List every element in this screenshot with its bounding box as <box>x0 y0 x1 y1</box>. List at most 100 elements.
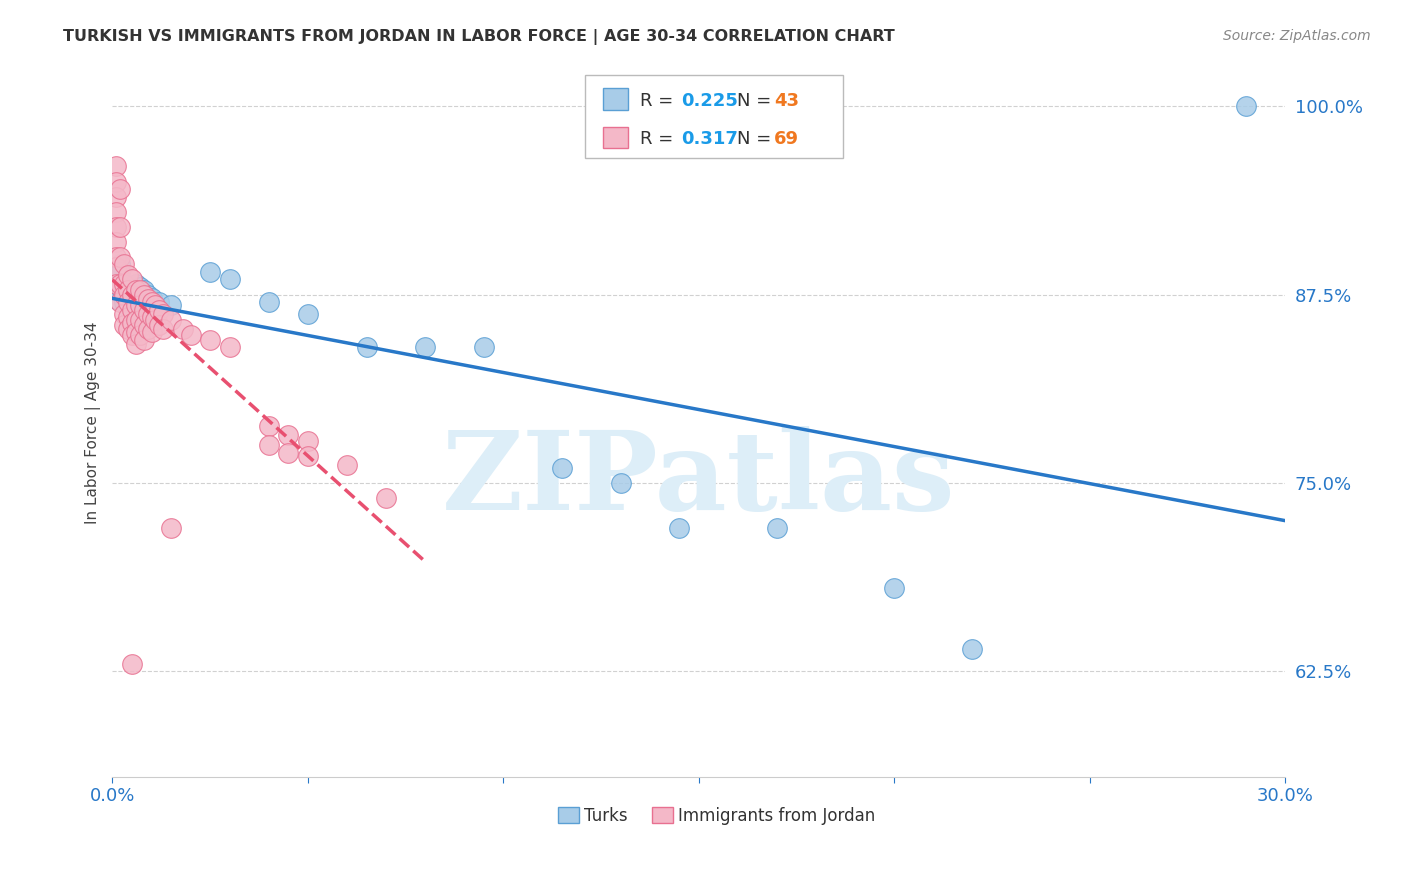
Point <box>121 292 143 306</box>
Point <box>148 295 170 310</box>
FancyBboxPatch shape <box>585 75 844 159</box>
Point <box>128 283 150 297</box>
Point <box>121 657 143 671</box>
Point <box>105 283 128 297</box>
Point <box>132 302 155 317</box>
Point <box>112 287 135 301</box>
Point <box>110 265 132 279</box>
Point <box>110 250 132 264</box>
Point <box>148 318 170 332</box>
Point <box>110 295 132 310</box>
Point <box>413 340 436 354</box>
Text: TURKISH VS IMMIGRANTS FROM JORDAN IN LABOR FORCE | AGE 30-34 CORRELATION CHART: TURKISH VS IMMIGRANTS FROM JORDAN IN LAB… <box>63 29 896 45</box>
Point <box>472 340 495 354</box>
Point <box>112 285 135 299</box>
Point <box>132 307 155 321</box>
Point <box>128 302 150 317</box>
Point <box>297 449 319 463</box>
Point <box>125 337 148 351</box>
Point <box>128 328 150 343</box>
Text: Immigrants from Jordan: Immigrants from Jordan <box>678 806 875 824</box>
Point <box>128 313 150 327</box>
FancyBboxPatch shape <box>652 807 673 822</box>
Point <box>112 295 135 310</box>
Point <box>136 298 159 312</box>
Point <box>356 340 378 354</box>
Point <box>125 313 148 327</box>
Point <box>117 301 139 315</box>
Point <box>609 475 631 490</box>
Point <box>105 235 128 249</box>
Point <box>112 257 135 271</box>
FancyBboxPatch shape <box>603 88 628 110</box>
Point <box>117 310 139 325</box>
Point <box>110 277 132 291</box>
Point <box>277 427 299 442</box>
Point <box>125 277 148 291</box>
Text: N =: N = <box>738 92 778 110</box>
Point <box>883 582 905 596</box>
Point <box>145 298 167 312</box>
Point <box>136 322 159 336</box>
Point <box>121 307 143 321</box>
Point <box>125 287 148 301</box>
Point <box>962 641 984 656</box>
Point <box>136 292 159 306</box>
Point <box>105 277 128 291</box>
Point <box>117 287 139 301</box>
Point <box>132 295 155 310</box>
Point <box>132 283 155 297</box>
Point <box>125 298 148 312</box>
Point <box>128 280 150 294</box>
Point <box>105 160 128 174</box>
Point <box>121 298 143 312</box>
Point <box>218 272 240 286</box>
Point <box>141 291 163 305</box>
Point <box>336 458 359 472</box>
Point <box>551 460 574 475</box>
Point <box>218 340 240 354</box>
Point <box>112 318 135 332</box>
Point <box>121 302 143 317</box>
Point <box>112 291 135 305</box>
Text: Source: ZipAtlas.com: Source: ZipAtlas.com <box>1223 29 1371 43</box>
Point <box>141 310 163 325</box>
Point <box>110 219 132 234</box>
Point <box>148 302 170 317</box>
Point <box>198 265 221 279</box>
Point <box>105 250 128 264</box>
Point <box>766 521 789 535</box>
Point <box>125 283 148 297</box>
Point <box>121 328 143 343</box>
Point <box>121 316 143 330</box>
Text: N =: N = <box>738 130 778 148</box>
Point <box>141 325 163 339</box>
Point <box>257 418 280 433</box>
Point <box>105 260 128 275</box>
Point <box>145 313 167 327</box>
Point <box>198 333 221 347</box>
Point <box>110 280 132 294</box>
Point <box>128 298 150 312</box>
Point <box>117 283 139 297</box>
Point <box>117 295 139 310</box>
Text: R =: R = <box>640 92 679 110</box>
Point <box>668 521 690 535</box>
Point <box>105 189 128 203</box>
Point <box>128 292 150 306</box>
Point <box>132 287 155 301</box>
Point <box>125 298 148 312</box>
Point <box>117 295 139 310</box>
Point <box>297 434 319 448</box>
Point <box>105 175 128 189</box>
Point <box>160 313 183 327</box>
Point <box>172 322 194 336</box>
Point <box>132 333 155 347</box>
Point <box>117 322 139 336</box>
Point <box>160 298 183 312</box>
FancyBboxPatch shape <box>603 127 628 148</box>
Point <box>152 307 174 321</box>
Text: 0.317: 0.317 <box>681 130 738 148</box>
Point <box>105 219 128 234</box>
Point <box>277 446 299 460</box>
